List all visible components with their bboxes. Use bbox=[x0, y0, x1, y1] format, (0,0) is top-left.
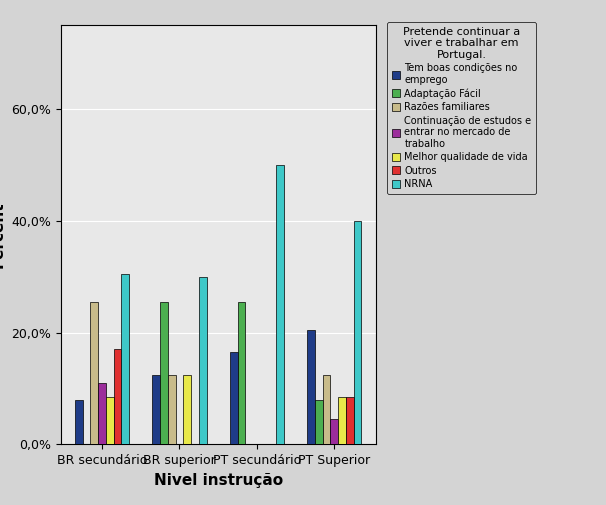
X-axis label: Nivel instrução: Nivel instrução bbox=[153, 473, 283, 488]
Bar bbox=[152, 375, 160, 444]
Bar bbox=[90, 302, 98, 444]
Bar bbox=[276, 165, 284, 444]
Bar bbox=[199, 277, 207, 444]
Bar bbox=[307, 330, 315, 444]
Bar bbox=[106, 397, 114, 444]
Bar bbox=[98, 383, 106, 444]
Bar bbox=[330, 419, 338, 444]
Y-axis label: Percent: Percent bbox=[0, 201, 5, 268]
Bar bbox=[338, 397, 346, 444]
Bar bbox=[346, 397, 354, 444]
Bar bbox=[184, 375, 191, 444]
Bar bbox=[160, 302, 168, 444]
Bar bbox=[168, 375, 176, 444]
Bar bbox=[354, 221, 361, 444]
Bar bbox=[114, 349, 121, 444]
Legend: Tem boas condições no
emprego, Adaptação Fácil, Razões familiares, Continuação d: Tem boas condições no emprego, Adaptação… bbox=[387, 22, 536, 194]
Bar bbox=[315, 399, 322, 444]
Bar bbox=[121, 274, 129, 444]
Bar bbox=[238, 302, 245, 444]
Bar bbox=[230, 352, 238, 444]
Bar bbox=[322, 375, 330, 444]
Bar bbox=[75, 399, 82, 444]
